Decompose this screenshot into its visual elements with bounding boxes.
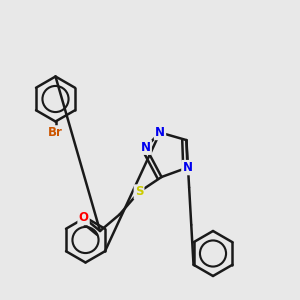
Text: O: O xyxy=(79,211,88,224)
Text: N: N xyxy=(141,141,151,154)
Text: N: N xyxy=(182,161,192,174)
Text: S: S xyxy=(135,185,143,199)
Text: Br: Br xyxy=(48,126,63,140)
Text: N: N xyxy=(155,126,165,139)
